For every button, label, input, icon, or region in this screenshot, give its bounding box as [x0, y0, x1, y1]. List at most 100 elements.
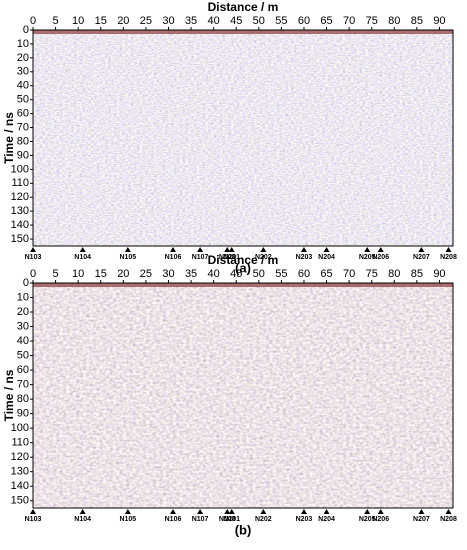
station-marker	[170, 509, 176, 514]
y-tick-label: 70	[17, 379, 29, 391]
x-axis-title: Distance / m	[208, 253, 279, 267]
station-marker	[124, 509, 131, 514]
station-marker	[364, 247, 371, 252]
station-marker	[79, 509, 86, 514]
x-tick-label: 75	[366, 15, 378, 27]
x-tick-label: 90	[433, 268, 445, 280]
x-tick-label: 5	[53, 15, 59, 27]
station-marker	[260, 509, 267, 514]
station-marker	[197, 247, 204, 252]
station-label: N205	[359, 254, 376, 261]
x-tick-label: 85	[411, 15, 423, 27]
station-label: N204	[318, 254, 335, 261]
station-label: N202	[255, 516, 272, 523]
station-marker	[260, 247, 267, 252]
station-label: N203	[296, 254, 313, 261]
station-marker	[79, 247, 86, 252]
x-tick-label: 15	[95, 15, 107, 27]
x-tick-label: 80	[388, 15, 400, 27]
station-marker	[377, 247, 384, 252]
y-tick-label: 50	[17, 94, 29, 106]
y-tick-label: 50	[17, 349, 29, 361]
x-tick-label: 90	[433, 15, 445, 27]
panel-label: (b)	[235, 522, 252, 537]
station-label: N103	[25, 254, 42, 261]
station-marker	[445, 247, 452, 252]
x-tick-label: 60	[298, 268, 310, 280]
station-label: N108	[219, 254, 236, 261]
plot-frame	[32, 29, 454, 247]
x-tick-label: 60	[298, 15, 310, 27]
station-marker	[30, 247, 36, 252]
station-marker	[124, 247, 131, 252]
y-axis-title: Time / ns	[2, 112, 16, 164]
station-marker	[224, 509, 231, 514]
y-tick-label: 30	[17, 320, 29, 332]
x-tick-label: 35	[185, 15, 197, 27]
x-tick-label: 35	[185, 268, 197, 280]
y-tick-label: 40	[17, 335, 29, 347]
station-label: N104	[74, 516, 91, 523]
x-axis-title: Distance / m	[208, 0, 279, 14]
x-tick-label: 20	[117, 268, 129, 280]
x-tick-label: 30	[162, 15, 174, 27]
x-tick-label: 50	[253, 268, 265, 280]
station-marker	[197, 509, 204, 514]
y-tick-label: 100	[11, 422, 29, 434]
station-label: N208	[440, 254, 457, 261]
station-marker	[224, 247, 231, 252]
y-tick-label: 10	[17, 38, 29, 50]
station-label: N204	[318, 516, 335, 523]
y-tick-label: 120	[11, 191, 29, 203]
radargram-image	[33, 283, 453, 508]
surface-band	[33, 283, 453, 287]
y-tick-label: 110	[11, 437, 29, 449]
y-tick-label: 120	[11, 451, 29, 463]
y-tick-label: 30	[17, 66, 29, 78]
station-label: N207	[413, 254, 430, 261]
x-tick-label: 85	[411, 268, 423, 280]
x-tick-label: 25	[140, 268, 152, 280]
x-tick-label: 45	[230, 15, 242, 27]
station-label: N104	[74, 254, 91, 261]
station-label: N107	[192, 516, 209, 523]
station-label: N203	[296, 516, 313, 523]
x-tick-label: 15	[95, 268, 107, 280]
station-label: N105	[119, 254, 136, 261]
y-tick-label: 20	[17, 306, 29, 318]
plot-frame	[32, 282, 454, 509]
y-tick-label: 140	[11, 219, 29, 231]
station-label: N205	[359, 516, 376, 523]
x-tick-label: 80	[388, 268, 400, 280]
station-label: N107	[192, 254, 209, 261]
y-tick-label: 130	[11, 466, 29, 478]
station-label: N106	[165, 516, 182, 523]
y-tick-label: 80	[17, 393, 29, 405]
y-tick-label: 40	[17, 80, 29, 92]
y-tick-label: 0	[23, 277, 29, 289]
x-tick-label: 5	[53, 268, 59, 280]
y-tick-label: 110	[11, 177, 29, 189]
y-tick-label: 150	[11, 233, 29, 245]
station-marker	[300, 247, 307, 252]
station-label: N201	[223, 516, 240, 523]
x-tick-label: 20	[117, 15, 129, 27]
y-tick-label: 90	[17, 149, 29, 161]
station-marker	[445, 509, 452, 514]
y-tick-label: 130	[11, 205, 29, 217]
station-marker	[418, 247, 425, 252]
station-label: N206	[372, 254, 389, 261]
surface-band	[33, 30, 453, 34]
x-tick-label: 40	[208, 15, 220, 27]
x-tick-label: 45	[230, 268, 242, 280]
x-tick-label: 65	[320, 15, 332, 27]
station-marker	[30, 509, 36, 514]
x-tick-label: 55	[275, 268, 287, 280]
station-marker	[323, 509, 330, 514]
y-tick-label: 90	[17, 408, 29, 420]
station-marker	[377, 509, 384, 514]
station-label: N208	[440, 516, 457, 523]
station-label: N106	[165, 254, 182, 261]
x-tick-label: 55	[275, 15, 287, 27]
station-label: N108	[219, 516, 236, 523]
